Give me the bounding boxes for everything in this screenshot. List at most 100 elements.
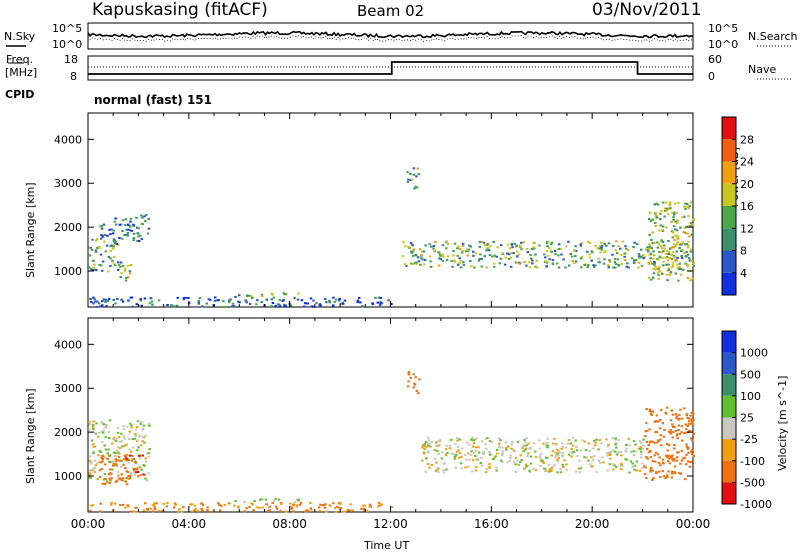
power-cell bbox=[688, 235, 691, 238]
power-cell bbox=[659, 224, 662, 227]
velocity-cell bbox=[448, 447, 452, 450]
power-cell bbox=[621, 240, 624, 243]
power-cell bbox=[548, 258, 551, 261]
power-cell bbox=[411, 250, 414, 253]
velocity-cell bbox=[680, 417, 684, 420]
velocity-cell bbox=[634, 450, 638, 453]
power-cell bbox=[129, 217, 133, 220]
power-cell bbox=[649, 257, 652, 260]
power-cell bbox=[101, 304, 104, 307]
velocity-cell bbox=[421, 459, 424, 462]
power-cell bbox=[637, 255, 641, 258]
power-cell bbox=[690, 260, 693, 262]
velocity-cell bbox=[669, 455, 673, 458]
velocity-cell bbox=[645, 441, 649, 443]
power-cell bbox=[462, 261, 465, 264]
power-cell bbox=[668, 204, 672, 207]
velocity-cell bbox=[103, 473, 107, 476]
velocity-cell bbox=[433, 458, 437, 460]
power-cell bbox=[687, 206, 691, 209]
velocity-cell bbox=[336, 505, 339, 508]
power-cell bbox=[646, 249, 650, 252]
velocity-cell bbox=[125, 453, 129, 456]
velocity-cell bbox=[561, 463, 565, 466]
power-cell bbox=[452, 259, 456, 262]
power-cell bbox=[132, 237, 136, 240]
power-cell bbox=[518, 262, 521, 265]
velocity-cell bbox=[472, 452, 476, 454]
velocity-cell bbox=[645, 408, 648, 410]
power-cell bbox=[598, 245, 602, 248]
velocity-cell bbox=[91, 443, 95, 446]
power-cell bbox=[604, 250, 607, 253]
velocity-cell bbox=[122, 479, 125, 482]
velocity-cell bbox=[677, 429, 680, 431]
power-cell bbox=[687, 257, 691, 260]
velocity-cell bbox=[339, 507, 343, 510]
velocity-cell bbox=[125, 425, 129, 428]
velocity-cell bbox=[120, 459, 123, 462]
power-cell bbox=[672, 218, 675, 221]
velocity-cell bbox=[666, 474, 669, 477]
power-cell bbox=[668, 201, 672, 204]
velocity-cell bbox=[628, 471, 631, 474]
velocity-cell bbox=[305, 509, 309, 512]
velocity-cell bbox=[617, 439, 620, 442]
power-cell bbox=[667, 263, 670, 266]
power-cell bbox=[88, 266, 91, 269]
velocity-cell bbox=[657, 439, 660, 442]
power-cell bbox=[479, 253, 482, 256]
velocity-cell bbox=[134, 461, 137, 464]
velocity-cell bbox=[491, 458, 495, 461]
power-cell bbox=[671, 251, 675, 254]
velocity-cell bbox=[685, 414, 689, 417]
velocity-cell bbox=[524, 447, 528, 450]
power-cell bbox=[101, 300, 104, 303]
power-cell bbox=[683, 231, 687, 234]
power-cell bbox=[665, 209, 668, 212]
power-cell bbox=[675, 211, 678, 214]
velocity-cell bbox=[108, 454, 112, 457]
velocity-cell bbox=[435, 445, 439, 448]
power-cell bbox=[522, 241, 526, 244]
velocity-cell bbox=[148, 424, 151, 427]
velocity-cell bbox=[114, 458, 117, 461]
power-cell bbox=[410, 251, 414, 254]
freq-panel-frame bbox=[87, 55, 694, 81]
power-cell bbox=[608, 259, 611, 262]
power-cell bbox=[535, 259, 538, 262]
power-cell bbox=[112, 229, 116, 232]
power-cell bbox=[686, 246, 690, 249]
power-cell bbox=[648, 211, 652, 214]
velocity-cell bbox=[472, 445, 475, 448]
velocity-cell bbox=[667, 444, 671, 447]
power-cell bbox=[692, 265, 695, 267]
velocity-cell bbox=[651, 459, 655, 462]
velocity-cell bbox=[292, 510, 295, 513]
velocity-cell bbox=[425, 457, 428, 460]
power-cell bbox=[126, 234, 130, 237]
velocity-cell bbox=[128, 475, 132, 478]
power-cell bbox=[668, 257, 672, 260]
power-cell bbox=[94, 300, 97, 303]
velocity-cell bbox=[675, 434, 679, 437]
velocity-cell bbox=[538, 447, 542, 450]
velocity-cell bbox=[639, 448, 642, 450]
power-cell bbox=[338, 299, 341, 302]
velocity-cell bbox=[506, 461, 509, 464]
x-tick-label: 12:00 bbox=[373, 517, 408, 531]
velocity-cell bbox=[104, 478, 107, 480]
velocity-cell bbox=[106, 452, 109, 455]
power-cell bbox=[428, 255, 432, 258]
velocity-cell bbox=[649, 456, 652, 459]
velocity-cell bbox=[147, 422, 150, 425]
velocity-cell bbox=[687, 451, 690, 454]
velocity-cell bbox=[529, 462, 533, 465]
power-cell bbox=[493, 254, 496, 257]
velocity-cell bbox=[520, 459, 523, 462]
velocity-cell bbox=[657, 462, 661, 464]
velocity-cell bbox=[426, 436, 430, 439]
velocity-cell bbox=[103, 463, 107, 466]
power-cell bbox=[493, 262, 496, 265]
power-cell bbox=[632, 245, 635, 248]
